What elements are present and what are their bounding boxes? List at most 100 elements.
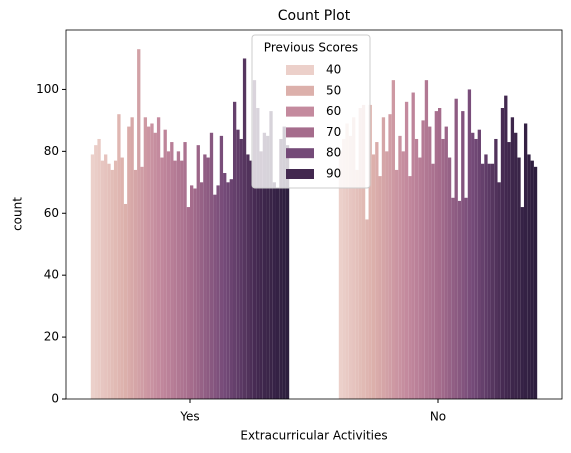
bar [259,151,263,399]
bar [418,157,422,399]
legend-swatch [286,106,314,117]
bar [150,123,154,400]
bar [282,126,286,399]
y-tick-label: 40 [44,268,59,282]
bar [533,166,538,399]
bar [355,169,359,399]
bar [246,154,250,399]
chart-title: Count Plot [278,8,351,24]
bar [216,185,220,399]
legend-swatch [286,65,314,75]
bar [345,123,349,400]
bar [431,163,435,399]
bar [484,154,488,399]
bar [203,154,207,399]
bar [523,123,528,400]
bar [206,157,210,399]
y-tick-label: 80 [44,144,59,158]
bar [186,207,190,399]
bar [232,101,237,400]
bar [444,126,448,399]
bar [517,157,521,399]
bar [262,132,267,400]
bar [163,129,167,399]
bar [190,185,194,399]
bar [365,219,369,399]
bar [137,49,141,399]
bar [166,151,171,399]
bar [342,138,346,400]
bar [497,182,501,399]
bar [530,160,534,399]
bar [352,117,356,399]
bar [133,169,138,399]
bar [338,151,343,399]
bar [170,142,174,400]
bar [487,163,491,399]
bar [500,108,505,399]
bar [236,129,240,399]
legend-swatch [286,169,314,179]
bar [520,207,524,399]
bar [454,98,458,400]
legend-swatch [286,148,314,159]
bar [219,135,224,400]
legend-label: 80 [326,146,341,160]
bar [371,154,376,399]
bar [428,126,432,399]
bar [398,135,402,400]
x-tick-label: Yes [179,410,199,424]
bar [209,132,214,400]
bar [401,151,405,399]
plot-frame [65,29,563,400]
bar [527,154,531,399]
bar [378,176,382,399]
bar [411,92,415,400]
bar [90,154,95,399]
bar [514,132,518,400]
legend-label: 50 [326,83,341,97]
bar [127,126,131,399]
bar [391,80,396,400]
bar [358,108,362,399]
legend-swatch [286,85,314,96]
bar [388,114,392,399]
bar [474,138,478,400]
bar [104,154,108,399]
legend-swatch [286,127,314,138]
bar [395,169,399,399]
y-axis-label: count [11,197,25,231]
bar [467,89,472,399]
bar [368,104,372,399]
bar [256,108,260,399]
bar [285,145,290,399]
bar [464,197,468,399]
bar [100,160,105,399]
bar [239,138,243,400]
y-tick-label: 60 [44,206,59,220]
bar [223,173,227,399]
bar [147,126,151,399]
bar [153,132,157,400]
bar [120,157,124,399]
bar [140,166,144,399]
bar [404,101,409,400]
bar [242,58,247,400]
bar [249,160,253,399]
bar [480,163,485,399]
bar [266,135,270,400]
bar [408,176,412,399]
bar [279,138,283,400]
bar [421,120,425,400]
bar [130,117,134,399]
bar [494,138,498,400]
bar [414,138,419,400]
bar [477,129,481,399]
bar [229,179,233,399]
x-tick-label: No [430,410,446,424]
bar [160,157,164,399]
bar [275,188,280,399]
bar [94,145,98,399]
bar [97,138,101,400]
